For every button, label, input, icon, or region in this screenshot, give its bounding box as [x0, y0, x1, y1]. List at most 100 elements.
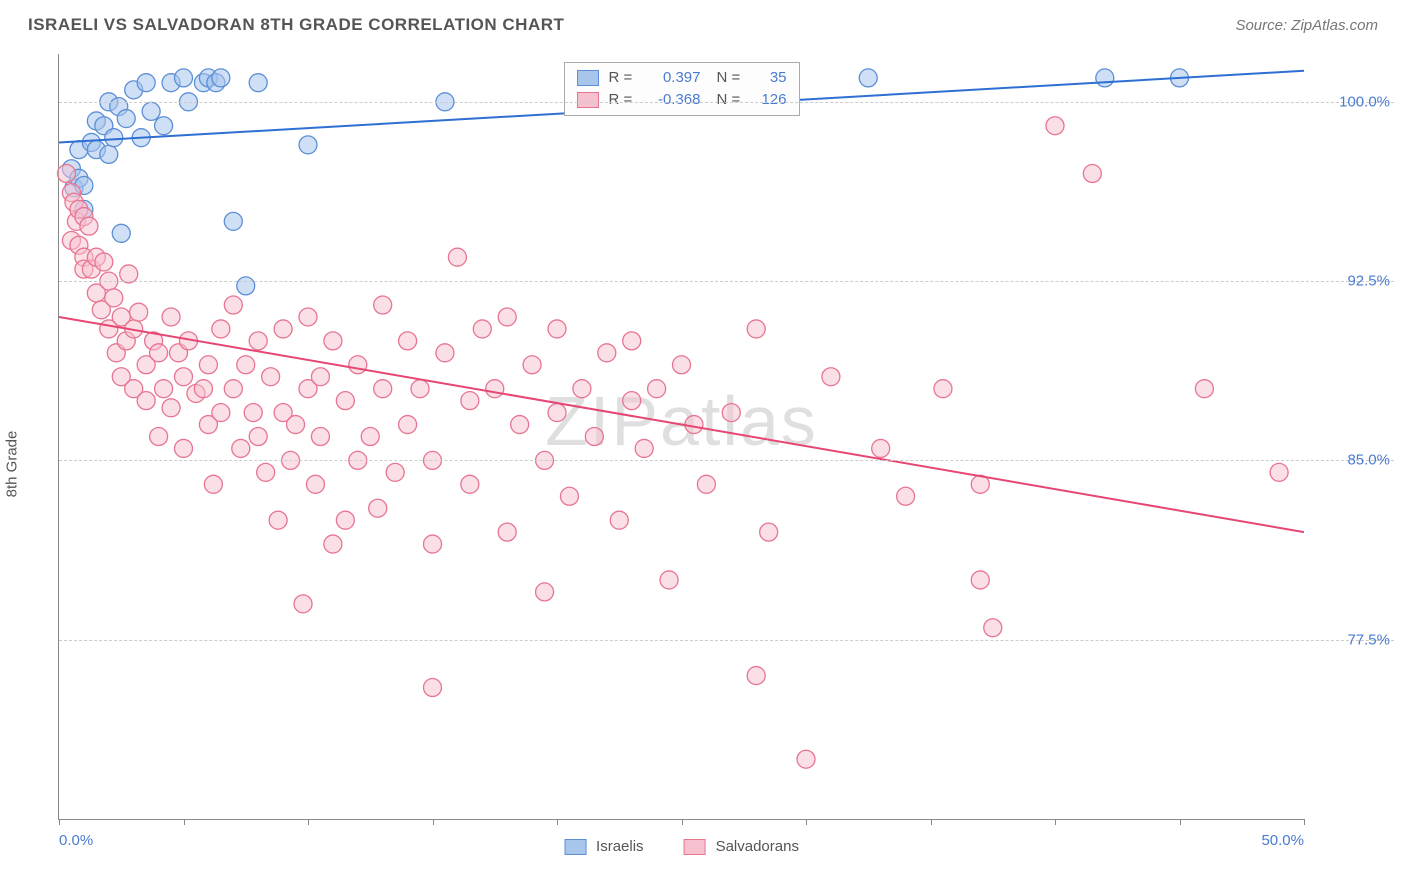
- x-tick: [59, 819, 60, 825]
- scatter-point: [548, 404, 566, 422]
- scatter-point: [623, 392, 641, 410]
- legend-swatch: [577, 70, 599, 86]
- legend-swatch: [577, 92, 599, 108]
- scatter-point: [306, 475, 324, 493]
- scatter-point: [100, 145, 118, 163]
- scatter-point: [117, 110, 135, 128]
- scatter-point: [369, 499, 387, 517]
- x-tick: [1055, 819, 1056, 825]
- legend-label: Salvadorans: [716, 838, 799, 855]
- scatter-point: [324, 535, 342, 553]
- scatter-point: [95, 253, 113, 271]
- x-tick: [308, 819, 309, 825]
- scatter-point: [137, 74, 155, 92]
- scatter-point: [80, 217, 98, 235]
- scatter-point: [105, 129, 123, 147]
- scatter-point: [294, 595, 312, 613]
- scatter-point: [224, 212, 242, 230]
- scatter-point: [155, 117, 173, 135]
- scatter-point: [984, 619, 1002, 637]
- scatter-point: [194, 380, 212, 398]
- scatter-point: [448, 248, 466, 266]
- scatter-point: [249, 332, 267, 350]
- gridline: [59, 460, 1394, 461]
- scatter-point: [130, 303, 148, 321]
- page-title: ISRAELI VS SALVADORAN 8TH GRADE CORRELAT…: [28, 15, 564, 35]
- scatter-point: [232, 439, 250, 457]
- scatter-point: [274, 320, 292, 338]
- legend-swatch: [564, 839, 586, 855]
- n-label: N =: [717, 67, 741, 89]
- scatter-point: [822, 368, 840, 386]
- scatter-point: [249, 74, 267, 92]
- scatter-point: [155, 380, 173, 398]
- scatter-point: [244, 404, 262, 422]
- y-tick-label: 85.0%: [1310, 452, 1390, 469]
- scatter-point: [697, 475, 715, 493]
- x-tick: [806, 819, 807, 825]
- scatter-point: [486, 380, 504, 398]
- scatter-point: [311, 428, 329, 446]
- scatter-point: [57, 165, 75, 183]
- scatter-point: [162, 399, 180, 417]
- scatter-point: [311, 368, 329, 386]
- scatter-point: [162, 308, 180, 326]
- x-tick: [1180, 819, 1181, 825]
- gridline: [59, 281, 1394, 282]
- scatter-point: [105, 289, 123, 307]
- scatter-point: [1195, 380, 1213, 398]
- r-label: R =: [609, 67, 635, 89]
- x-tick: [184, 819, 185, 825]
- trend-line: [59, 317, 1304, 532]
- scatter-point: [324, 332, 342, 350]
- scatter-point: [623, 332, 641, 350]
- scatter-point: [747, 667, 765, 685]
- scatter-point: [142, 102, 160, 120]
- scatter-point: [249, 428, 267, 446]
- x-tick: [682, 819, 683, 825]
- scatter-point: [299, 136, 317, 154]
- x-tick: [557, 819, 558, 825]
- scatter-point: [287, 416, 305, 434]
- scatter-point: [212, 69, 230, 87]
- scatter-point: [461, 475, 479, 493]
- scatter-point: [610, 511, 628, 529]
- scatter-point: [722, 404, 740, 422]
- scatter-point: [374, 380, 392, 398]
- scatter-point: [760, 523, 778, 541]
- scatter-point: [461, 392, 479, 410]
- scatter-point: [436, 344, 454, 362]
- header: ISRAELI VS SALVADORAN 8TH GRADE CORRELAT…: [28, 10, 1378, 40]
- scatter-point: [560, 487, 578, 505]
- scatter-point: [204, 475, 222, 493]
- y-axis-label: 8th Grade: [4, 431, 21, 498]
- legend-label: Israelis: [596, 838, 644, 855]
- scatter-point: [648, 380, 666, 398]
- y-tick-label: 92.5%: [1310, 273, 1390, 290]
- scatter-point: [257, 463, 275, 481]
- stats-legend: R =0.397N =35R =-0.368N =126: [564, 62, 800, 116]
- scatter-point: [224, 296, 242, 314]
- legend-item: Israelis: [564, 838, 644, 855]
- scatter-point: [175, 368, 193, 386]
- scatter-point: [269, 511, 287, 529]
- n-label: N =: [717, 89, 741, 111]
- x-tick-label: 50.0%: [1261, 832, 1304, 849]
- scatter-svg: [59, 54, 1304, 819]
- n-value: 35: [751, 67, 787, 89]
- scatter-point: [399, 332, 417, 350]
- scatter-point: [1046, 117, 1064, 135]
- scatter-point: [262, 368, 280, 386]
- gridline: [59, 102, 1394, 103]
- y-tick-label: 100.0%: [1310, 93, 1390, 110]
- scatter-point: [349, 356, 367, 374]
- x-tick-label: 0.0%: [59, 832, 93, 849]
- scatter-point: [299, 308, 317, 326]
- scatter-point: [635, 439, 653, 457]
- scatter-point: [797, 750, 815, 768]
- chart-container: 8th Grade ZIPatlas R =0.397N =35R =-0.36…: [12, 48, 1394, 880]
- scatter-point: [685, 416, 703, 434]
- x-tick: [433, 819, 434, 825]
- scatter-point: [336, 511, 354, 529]
- scatter-point: [237, 356, 255, 374]
